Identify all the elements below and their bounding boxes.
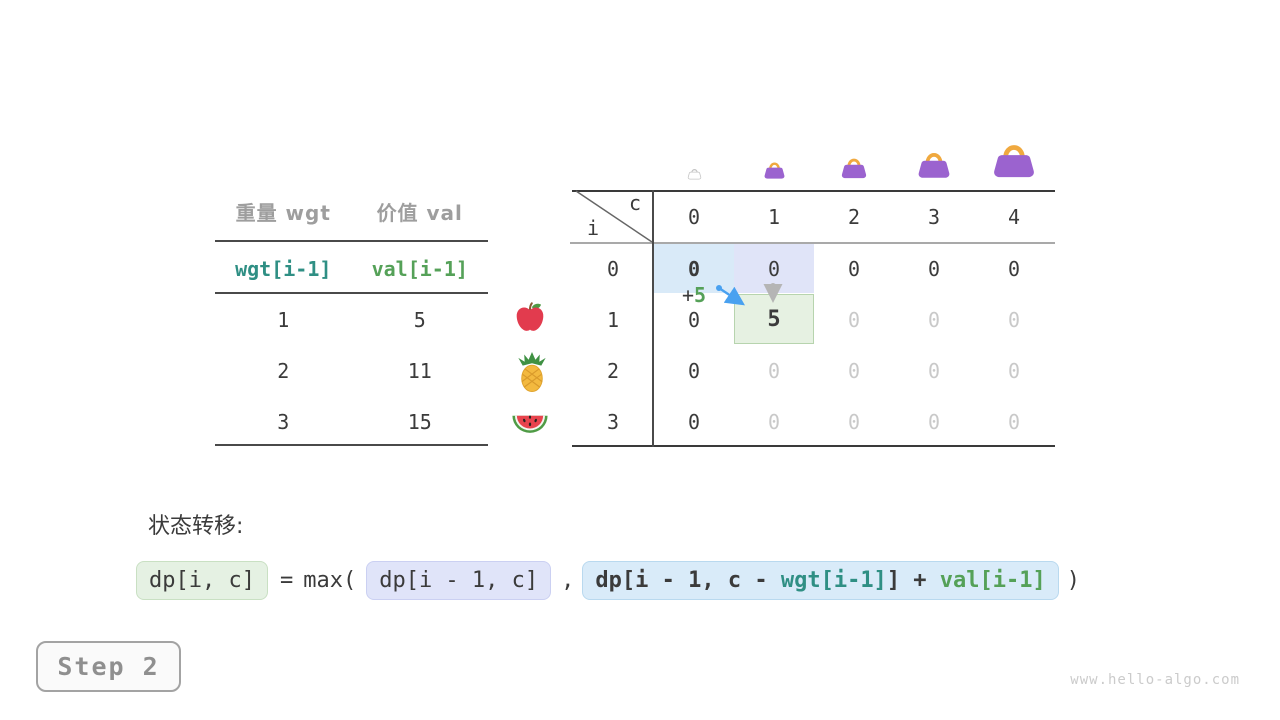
transition-label: 状态转移: [148,514,244,539]
dp-cell-current: 5 [767,307,781,332]
equals-sign: = [279,567,294,593]
purple-bag-icon [918,153,950,178]
items-col-value-header: 价值 val [376,200,463,225]
arg2-val-part: val[i-1] [939,567,1046,593]
dp-col-header: 0 [687,205,701,229]
items-table-row: 2 11 [215,357,488,385]
dp-row-header: 2 [606,358,620,383]
dp-row-header: 3 [606,409,620,434]
arg2-bracket-part: ] + [886,567,940,593]
dp-cell-highlight-blue [654,244,734,293]
comma: , [561,567,575,593]
dp-cell: 0 [1007,256,1021,281]
formula-arg2-chip: dp[i - 1, c - wgt[i-1]] + val[i-1] [582,560,1059,600]
row-axis-label: i [587,216,600,240]
dp-cell: 0 [1007,409,1021,434]
plus-sign: + [682,283,695,307]
dp-cell: 0 [847,307,861,332]
item-weight: 3 [277,410,290,434]
arg2-wgt-part: wgt[i-1] [780,567,887,593]
dp-col-header: 4 [1007,205,1021,229]
val-var-cell: val[i-1] [371,257,468,281]
item-weight: 1 [277,308,290,332]
items-table-divider [215,444,488,446]
max-open: max( [303,567,357,593]
purple-bag-icon [841,158,867,179]
item-weight: 2 [277,359,290,383]
item-value: 15 [407,410,432,434]
dp-cell: 0 [847,256,861,281]
dp-cell: 0 [1007,307,1021,332]
empty-bag-icon [687,169,702,180]
apple-icon [516,302,544,331]
wgt-var-cell: wgt[i-1] [235,257,332,281]
dp-cell: 0 [687,409,701,434]
purple-bag-icon [994,145,1034,178]
dp-row-headers: 0 1 2 3 [573,243,653,447]
watermelon-icon [512,415,548,433]
dp-cell: 0 [767,409,781,434]
item-value: 11 [407,359,432,383]
dp-table-bottom-border [572,445,1055,447]
dp-cell: 0 [687,358,701,383]
items-table-var-row: wgt[i-1] val[i-1] [215,255,488,283]
formula-lhs-chip: dp[i, c] [136,560,268,600]
dp-cell: 0 [687,256,701,281]
items-col-weight-header: 重量 wgt [235,200,331,225]
dp-cell: 0 [767,358,781,383]
items-table-header: 重量 wgt 价值 val [215,197,488,225]
dp-cell: 0 [687,307,701,332]
arg2-dp-part: dp[i - 1, c - [595,567,781,593]
dp-row-header: 1 [606,307,620,332]
items-table-divider [215,240,488,242]
transition-formula: dp[i, c] = max( dp[i - 1, c] , dp[i - 1,… [136,560,1080,600]
item-value: 5 [413,308,426,332]
dp-col-header: 2 [847,205,861,229]
dp-table-header-divider [570,242,1055,244]
dp-table-cells: 0 0 0 0 0 0 5 0 0 0 0 0 0 0 0 0 0 0 0 0 [654,243,1054,447]
close-paren: ) [1066,567,1081,593]
dp-cell: 0 [767,256,781,281]
dp-corner-cell: c i [573,190,654,243]
dp-cell: 0 [927,307,941,332]
col-axis-label: c [628,191,641,215]
dp-cell: 0 [1007,358,1021,383]
items-table-divider [215,292,488,294]
dp-cell: 0 [927,358,941,383]
items-table-row: 1 5 [215,306,488,334]
dp-table-top-border [572,190,1055,192]
added-value: 5 [694,283,707,307]
dp-table-vertical-divider [652,190,654,447]
dp-column-headers: 0 1 2 3 4 [654,192,1054,242]
step-button[interactable]: Step 2 [36,641,181,692]
dp-col-header: 1 [767,205,781,229]
dp-cell: 0 [847,358,861,383]
dp-cell: 0 [847,409,861,434]
dp-row-header: 0 [606,256,620,281]
dp-cell: 0 [927,409,941,434]
purple-bag-icon [764,162,785,179]
watermark: www.hello-algo.com [1070,672,1240,688]
items-table-row: 3 15 [215,408,488,436]
formula-arg1-chip: dp[i - 1, c] [366,560,552,600]
plus-value-annotation: +5 [682,283,706,307]
pineapple-icon [518,352,546,393]
dp-cell: 0 [927,256,941,281]
dp-col-header: 3 [927,205,941,229]
